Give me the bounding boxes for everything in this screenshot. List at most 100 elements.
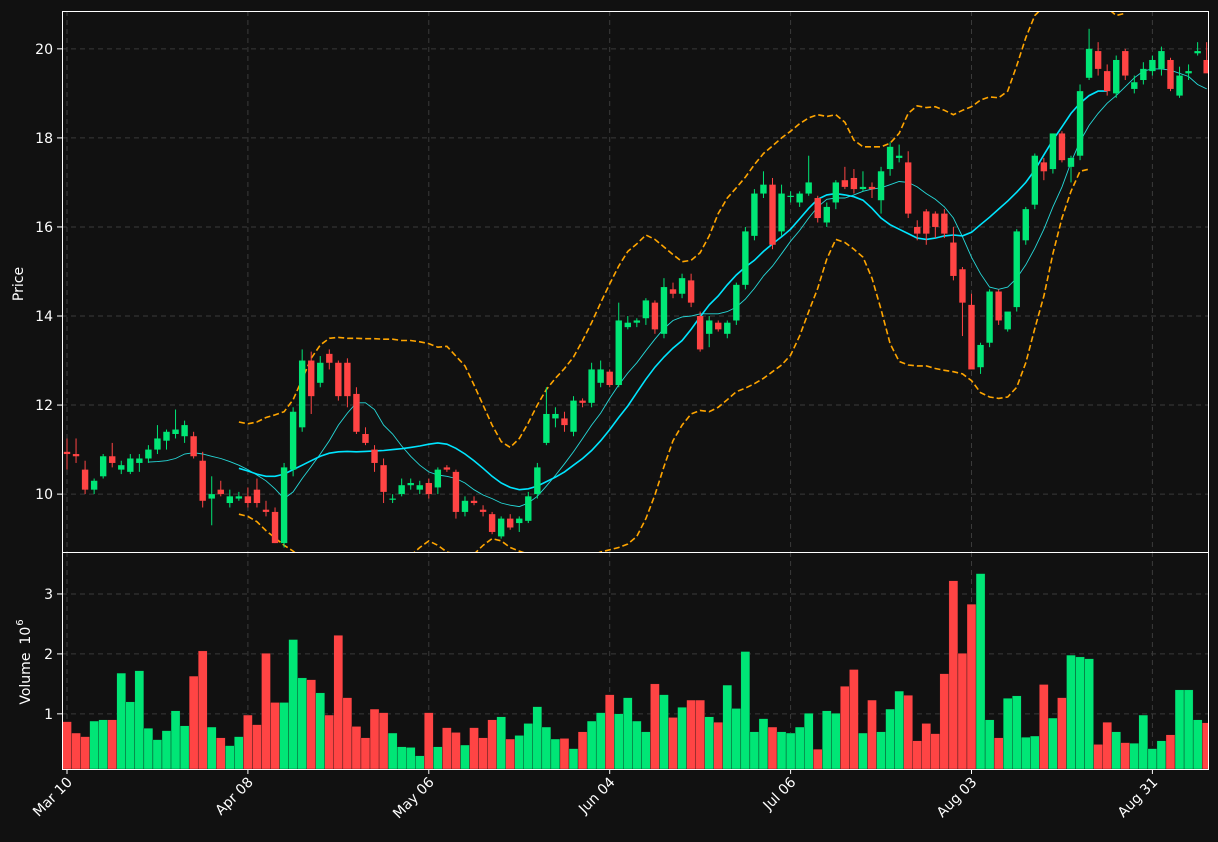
volume-bar: [351, 726, 362, 769]
volume-bar: [143, 728, 154, 769]
volume-bar: [813, 749, 823, 769]
volume-bar: [532, 706, 542, 769]
price-gridlines: [62, 11, 1208, 552]
volume-bar: [975, 573, 986, 769]
volume-bar: [876, 731, 886, 769]
candle-body: [380, 465, 387, 492]
candle-body: [814, 198, 821, 219]
candle-body: [525, 496, 532, 521]
volume-bar: [207, 726, 217, 769]
candle-body: [877, 171, 885, 201]
volume-bar: [550, 738, 561, 769]
candle-body: [1085, 48, 1093, 78]
candle-body: [308, 360, 315, 397]
candle-body: [1131, 82, 1138, 89]
volume-bar: [632, 720, 642, 769]
candle-body: [904, 162, 912, 214]
candle-body: [1031, 155, 1039, 205]
candle-body: [271, 511, 279, 544]
candle-body: [1076, 91, 1084, 156]
candle-body: [886, 146, 894, 170]
candle-body: [353, 393, 360, 432]
candle-body: [950, 242, 957, 276]
volume-bar: [659, 694, 669, 769]
candle-body: [624, 322, 631, 328]
candle-body: [696, 316, 704, 350]
moving-averages: [148, 68, 1207, 508]
volume-bar: [433, 746, 443, 769]
volume-bar: [1111, 731, 1121, 769]
volume-bar: [469, 727, 479, 769]
volume-bar: [804, 713, 814, 769]
volume-bar: [586, 720, 597, 769]
volume-bar: [1183, 689, 1194, 769]
candle-body: [217, 489, 224, 495]
volume-bar: [71, 732, 81, 769]
volume-bar: [541, 726, 552, 769]
candle-body: [941, 213, 948, 234]
volume-bar: [1039, 684, 1049, 769]
candle-body: [1067, 157, 1075, 167]
volume-bar: [650, 683, 660, 769]
volume-bar: [894, 690, 904, 769]
volume-bar: [912, 740, 922, 769]
volume-bar: [1048, 717, 1058, 769]
volume-bar: [1165, 734, 1176, 769]
volume-bar: [1156, 740, 1167, 769]
volume-bar: [107, 719, 117, 769]
volume-bar: [1138, 714, 1149, 769]
volume-bar: [1093, 744, 1103, 769]
candle-body: [145, 449, 152, 459]
volume-bar: [921, 723, 931, 769]
candle-body: [479, 509, 487, 512]
candle-body: [687, 280, 695, 303]
candle-body: [642, 300, 650, 319]
candle-body: [280, 467, 288, 544]
volume-bar: [831, 713, 841, 769]
candle-body: [1140, 68, 1147, 81]
volume-bar: [758, 718, 769, 769]
volume-bar: [134, 670, 145, 769]
candle-body: [660, 287, 668, 334]
candle-body: [1176, 75, 1183, 96]
volume-bar: [442, 727, 452, 769]
candle-body: [588, 369, 595, 403]
candle-body: [452, 471, 460, 512]
volume-bar: [161, 730, 172, 769]
volume-tick-label: 3: [44, 587, 53, 603]
volume-bar: [822, 710, 832, 769]
candle-body: [742, 231, 749, 285]
candle-body: [416, 485, 423, 490]
volume-bar: [288, 639, 298, 769]
candle-body: [507, 518, 514, 528]
volume-bar: [460, 744, 470, 769]
volume-y-ticks: 1 2 3: [44, 587, 62, 723]
volume-bar: [397, 746, 407, 769]
volume-bar: [243, 714, 253, 769]
volume-tick-label: 2: [44, 647, 53, 663]
candle-body: [344, 362, 351, 397]
candle-body: [769, 184, 776, 245]
volume-bar: [216, 737, 226, 769]
candle-body: [208, 494, 215, 499]
candle-body: [289, 411, 297, 470]
volume-bar: [116, 672, 126, 769]
volume-axis-label: Volume 10 6: [15, 619, 34, 704]
volume-bar: [686, 699, 696, 769]
candle-body: [1149, 59, 1156, 72]
candle-body: [715, 322, 722, 330]
price-tick-label: 10: [35, 487, 53, 503]
candle-body: [181, 425, 188, 437]
volume-bar: [849, 669, 859, 769]
volume-bar: [1030, 735, 1040, 769]
candle-body: [154, 438, 161, 450]
volume-bar: [1192, 719, 1203, 769]
volume-bar: [957, 653, 968, 769]
volume-bar: [505, 738, 515, 769]
volume-bar: [695, 699, 705, 769]
candle-body: [534, 467, 541, 495]
volume-bar: [324, 714, 334, 769]
price-y-ticks: 10 12 14 16 18 20: [35, 42, 62, 503]
volume-bar: [939, 673, 950, 769]
price-tick-label: 20: [35, 42, 53, 58]
